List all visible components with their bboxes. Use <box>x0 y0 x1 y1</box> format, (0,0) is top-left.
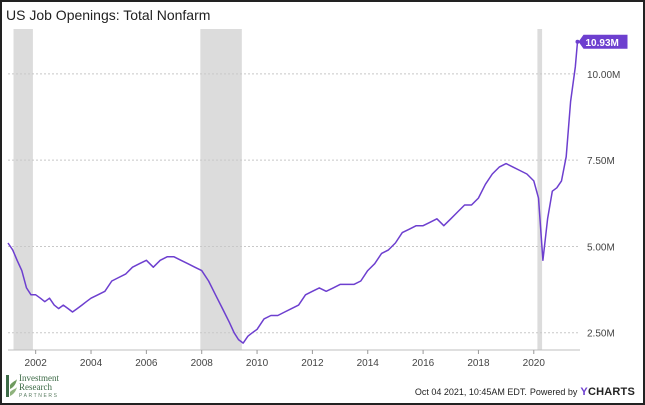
x-tick-label: 2020 <box>523 358 546 369</box>
line-chart: 2002 2004 2006 2008 2010 2012 2014 2016 2018 2020… <box>0 0 645 405</box>
y-tick-label: 5.00M <box>587 242 615 253</box>
recession-shade-2 <box>537 29 542 350</box>
y-tick-label: 10.00M <box>587 70 620 81</box>
recession-shade-0 <box>14 29 33 350</box>
logo-line2: Research <box>19 383 59 392</box>
footer-timestamp: Oct 04 2021, 10:45AM EDT. <box>415 387 527 397</box>
x-tick-label: 2012 <box>301 358 324 369</box>
ycharts-logo-y: Y <box>580 386 588 398</box>
x-tick-label: 2006 <box>135 358 158 369</box>
ycharts-logo-rest: CHARTS <box>588 386 635 398</box>
footer-credit: Oct 04 2021, 10:45AM EDT. Powered by YCH… <box>415 386 635 398</box>
end-value-label: 10.93M <box>586 38 619 49</box>
x-tick-label: 2004 <box>80 358 103 369</box>
footer-powered-by: Powered by <box>530 387 578 397</box>
logo-text: Investment Research <box>19 374 59 392</box>
x-tick-label: 2014 <box>357 358 380 369</box>
investment-research-partners-logo: Investment Research PARTNERS <box>6 374 96 400</box>
series-line <box>8 42 578 343</box>
x-tick-label: 2016 <box>412 358 435 369</box>
logo-leaf-icon <box>6 375 17 397</box>
x-tick-label: 2002 <box>25 358 48 369</box>
x-tick-label: 2008 <box>191 358 214 369</box>
logo-tagline: PARTNERS <box>19 393 59 399</box>
y-tick-label: 7.50M <box>587 156 615 167</box>
recession-shade-1 <box>200 29 242 350</box>
ycharts-logo[interactable]: YCHARTS <box>580 386 635 398</box>
y-tick-label: 2.50M <box>587 329 615 340</box>
x-tick-label: 2018 <box>467 358 490 369</box>
x-tick-label: 2010 <box>246 358 269 369</box>
